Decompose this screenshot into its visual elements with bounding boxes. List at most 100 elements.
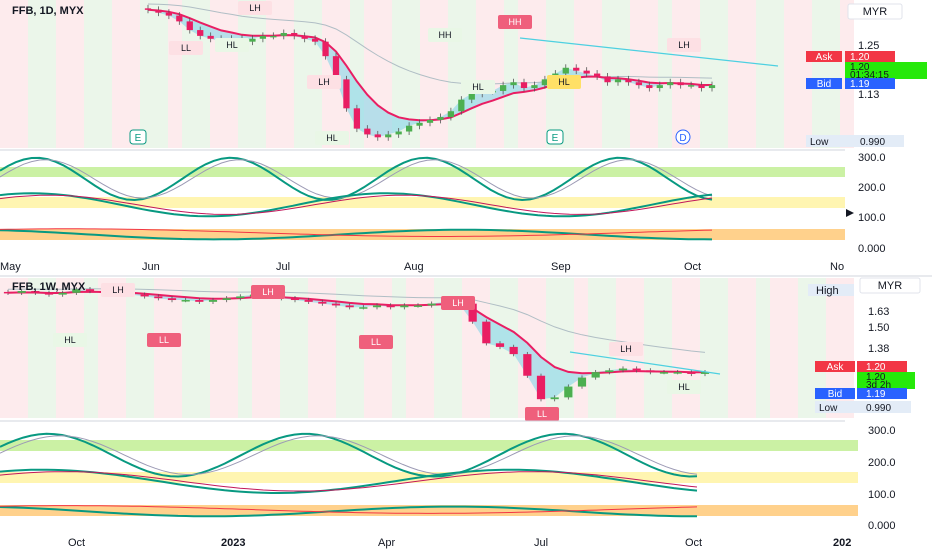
daily-osc-band-low (0, 229, 845, 240)
daily-osc-band-high (0, 167, 845, 177)
background-band (308, 278, 322, 418)
daily-oscillator-lines (0, 156, 713, 241)
candle-body (495, 343, 505, 347)
weekly-symbol-title[interactable]: FFB, 1W, MYX (12, 281, 86, 293)
pattern-label-text: HL (64, 335, 76, 345)
background-band (742, 278, 756, 418)
background-band (728, 278, 742, 418)
candle-body (573, 67, 580, 71)
scale-arrow-icon[interactable] (846, 209, 854, 217)
background-band (0, 278, 14, 418)
candle-body (536, 375, 546, 400)
background-band (742, 0, 756, 148)
background-band (252, 278, 266, 418)
daily-ask-tag (806, 51, 842, 62)
weekly-time-axis[interactable]: Oct 2023 Apr Jul Oct 202 (68, 537, 851, 549)
weekly-bid-value: 1.19 (866, 389, 886, 400)
candle-body (427, 303, 436, 306)
daily-bar-countdown: 01:34:15 (850, 70, 889, 81)
candle-body (31, 291, 40, 293)
background-band (406, 278, 420, 418)
weekly-ask-value-tag (857, 361, 907, 372)
candle-body (58, 292, 67, 295)
candle-body (395, 131, 402, 135)
background-band (518, 0, 532, 148)
daily-time-tick: Aug (404, 261, 424, 273)
candle-body (165, 12, 173, 16)
daily-time-axis[interactable]: May Jun Jul Aug Sep Oct No (0, 261, 844, 273)
weekly-chart-panel[interactable]: LH HL LL LH LL LH LH LL HL FFB, 1W, MYX MYR High… (0, 277, 921, 549)
background-band (714, 278, 728, 418)
pattern-label-box (609, 342, 643, 356)
candle-body (140, 294, 149, 297)
pattern-label-text: LL (371, 337, 381, 347)
candle-body (405, 125, 413, 132)
pattern-label-box (307, 75, 341, 89)
candle-body (550, 397, 559, 400)
candle-body (331, 303, 341, 306)
candle-body (181, 300, 190, 302)
daily-bid-label: Bid (817, 79, 831, 90)
candle-body (270, 35, 277, 38)
candle-body (386, 305, 395, 308)
background-band (700, 278, 714, 418)
background-band (112, 278, 126, 418)
pattern-label-box (441, 296, 475, 310)
weekly-osc-scale[interactable]: 300.0 200.0 100.0 0.000 (868, 425, 896, 532)
weekly-price-tick: 1.50 (868, 322, 889, 334)
background-band (812, 278, 826, 418)
momentum-signal-line (0, 194, 713, 215)
daily-low-tag (806, 135, 904, 147)
background-band (56, 278, 70, 418)
background-band (476, 278, 490, 418)
candle-body (176, 15, 183, 22)
weekly-ask-tag (815, 361, 855, 372)
background-band (322, 0, 336, 148)
daily-price-scale[interactable]: MYR 1.25 1.13 Ask 1.20 1.20 01:34:15 Bid… (806, 3, 927, 148)
daily-currency-box[interactable] (847, 3, 903, 20)
background-band (238, 0, 252, 148)
background-band (770, 0, 784, 148)
daily-ask-value: 1.20 (850, 52, 870, 63)
earnings-marker (129, 129, 147, 145)
daily-low-value: 0.990 (860, 137, 885, 148)
weekly-high-tag (808, 284, 854, 296)
pattern-label-box (359, 335, 393, 349)
weekly-bid-label: Bid (828, 389, 842, 400)
weekly-osc-band-mid (0, 472, 858, 483)
background-band (798, 0, 812, 148)
candle-body (144, 8, 152, 10)
pattern-label-text: LH (620, 344, 632, 354)
candle-body (646, 370, 655, 373)
osc-tick: 0.000 (868, 520, 896, 532)
candle-body (447, 111, 455, 118)
candle-body (468, 93, 475, 100)
daily-trendline[interactable] (519, 37, 779, 67)
candle-body (3, 291, 13, 294)
stochastic-k-line (0, 156, 713, 202)
background-band (28, 0, 42, 148)
daily-symbol-title[interactable]: FFB, 1D, MYX (12, 5, 84, 17)
background-band (210, 278, 224, 418)
weekly-price-scale[interactable]: MYR High 1.63 1.50 1.38 Ask 1.20 1.20 3d… (808, 277, 921, 414)
background-band (42, 278, 56, 418)
daily-osc-scale[interactable]: 300.0 200.0 100.0 0.000 (846, 152, 886, 255)
daily-bid-tag (806, 78, 842, 89)
background-band (126, 0, 140, 148)
background-band (644, 0, 658, 148)
candle-body (155, 9, 162, 13)
weekly-currency-box[interactable] (859, 277, 921, 294)
candle-body (482, 321, 491, 344)
candle-body (332, 56, 340, 80)
pattern-label-box (251, 285, 285, 299)
candle-body (499, 85, 507, 91)
daily-chart-panel[interactable]: LH LL HL LH HL HH HL HH HL LH E E D FFB, 1D, MYX MY… (0, 0, 927, 273)
daily-ask-value-tag (845, 51, 895, 62)
candle-body (577, 377, 587, 387)
weekly-trendline[interactable] (569, 351, 721, 375)
background-band (266, 278, 280, 418)
pattern-label-box (547, 75, 581, 89)
candle-body (372, 305, 382, 308)
